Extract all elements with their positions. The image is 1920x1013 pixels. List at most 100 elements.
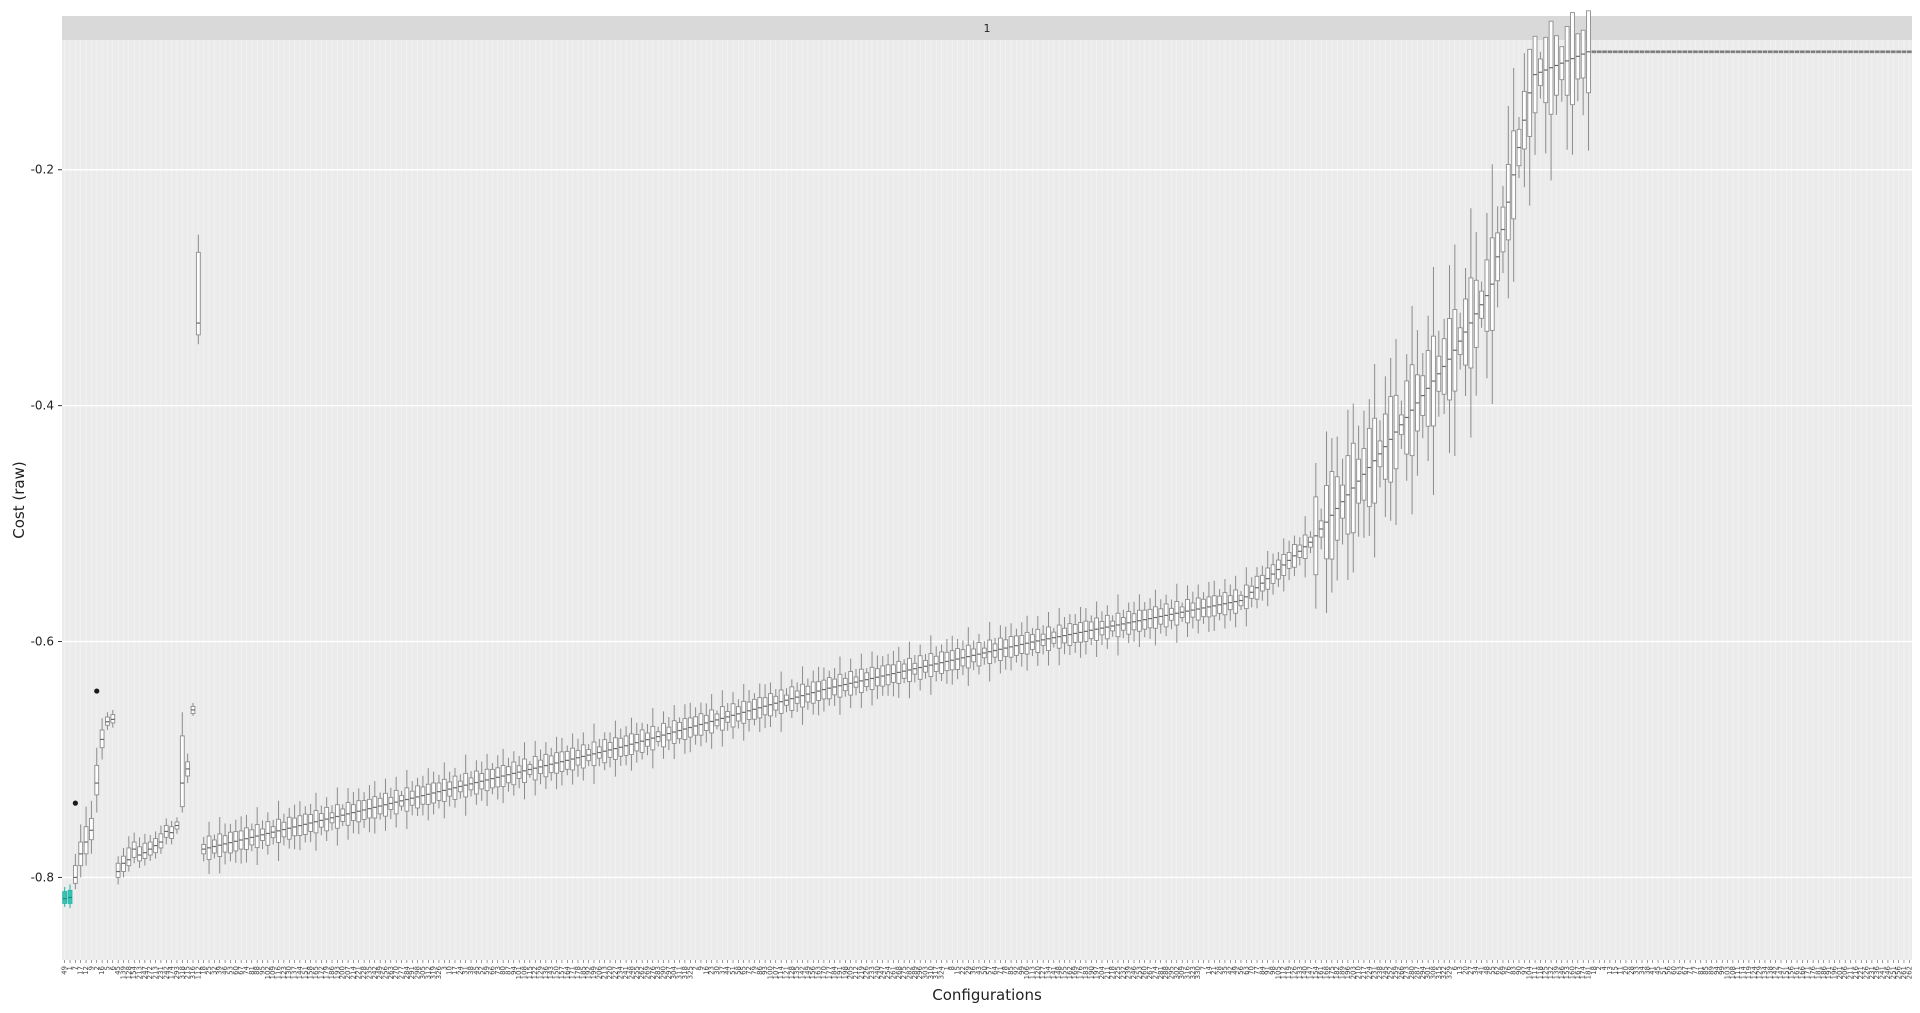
config-box — [655, 726, 661, 747]
config-box — [484, 753, 490, 807]
config-box — [1420, 352, 1426, 439]
config-box — [1062, 617, 1067, 655]
config-box — [564, 745, 570, 776]
x-tick-label: 38 — [1643, 966, 1651, 975]
x-tick-label: 76 — [1504, 965, 1512, 974]
x-tick-label: 83 — [1510, 966, 1518, 975]
x-tick-label: 80 — [499, 966, 507, 975]
x-tick-label: 99 — [1018, 966, 1026, 975]
x-tick-label: 168 — [1323, 966, 1331, 979]
config-box — [532, 740, 538, 796]
config-box — [1206, 581, 1212, 632]
config-box — [1324, 431, 1329, 613]
x-tick-label: 56 — [1665, 965, 1673, 974]
x-tick-label: 318 — [178, 966, 186, 979]
config-box — [645, 723, 650, 756]
config-box — [425, 768, 431, 821]
config-box — [1800, 50, 1805, 54]
x-tick-label: 232 — [1119, 966, 1127, 979]
config-box — [1489, 164, 1495, 405]
x-tick-label: 122 — [531, 966, 539, 979]
config-box — [361, 792, 367, 828]
config-box — [1746, 50, 1752, 54]
config-box — [1329, 438, 1335, 593]
config-box — [1452, 244, 1458, 457]
x-tick-label: 78 — [1002, 966, 1010, 975]
x-tick-label: 114 — [1740, 965, 1748, 979]
x-tick-label: 142 — [1772, 966, 1780, 979]
x-tick-label: 231 — [1371, 966, 1379, 979]
x-tick-label: 179 — [323, 966, 331, 979]
x-tick-label: 191 — [836, 966, 844, 979]
config-box — [388, 787, 394, 820]
config-box — [372, 781, 378, 834]
config-box — [201, 836, 207, 862]
x-tick-label: 33 — [1633, 966, 1641, 975]
config-box — [1035, 615, 1041, 666]
x-tick-label: 14 — [1205, 965, 1213, 974]
x-tick-label: 71 — [996, 966, 1004, 975]
config-box — [949, 635, 955, 685]
x-tick-label: 182 — [1333, 966, 1341, 979]
boxes — [62, 10, 1912, 909]
config-box — [67, 884, 73, 909]
config-box — [1190, 591, 1196, 629]
config-box — [527, 761, 533, 778]
x-tick-label: 262 — [638, 966, 646, 979]
config-box — [1735, 50, 1741, 54]
x-tick-label: 231 — [157, 966, 165, 979]
config-box — [794, 682, 800, 712]
x-tick-label: 174 — [1579, 965, 1587, 979]
config-box — [457, 774, 463, 799]
x-tick-label: 142 — [799, 966, 807, 979]
config-box — [987, 621, 993, 682]
x-tick-label: 206 — [1841, 965, 1849, 979]
config-box — [1399, 400, 1404, 449]
config-box — [292, 804, 297, 850]
config-box — [393, 776, 399, 828]
x-tick-label: 141 — [1050, 966, 1058, 979]
x-tick-label: 49 — [1232, 966, 1240, 975]
x-tick-label: 207 — [344, 966, 352, 979]
config-box — [917, 644, 923, 691]
config-box — [1655, 50, 1661, 54]
config-box — [121, 847, 126, 878]
config-box — [842, 672, 848, 697]
config-box — [1243, 567, 1249, 627]
x-tick-label: 45 — [114, 966, 122, 975]
config-box — [725, 703, 731, 731]
config-box — [1484, 212, 1490, 379]
x-tick-label: 109 — [269, 966, 277, 979]
config-box — [195, 234, 201, 345]
x-tick-label: 280 — [1408, 966, 1416, 979]
config-box — [1046, 611, 1051, 666]
x-tick-label: 5 — [103, 966, 111, 970]
config-box — [276, 800, 281, 861]
x-tick-label: 3 — [440, 966, 448, 970]
x-tick-label: 240 — [873, 966, 881, 979]
x-tick-label: 211 — [1847, 966, 1855, 979]
x-tick-label: 246 — [1130, 965, 1138, 979]
config-box — [1869, 50, 1875, 54]
box-iqr — [137, 846, 142, 862]
x-tick-label: 261 — [1900, 966, 1908, 979]
x-axis-title: Configurations — [932, 986, 1042, 1004]
y-axis: -0.8 -0.6 -0.4 -0.2 — [31, 163, 62, 884]
x-tick-label: 263 — [387, 966, 395, 979]
config-box — [1217, 589, 1222, 621]
x-tick-label: 262 — [1905, 966, 1913, 979]
y-tick-label: -0.6 — [31, 635, 54, 649]
config-box — [1318, 508, 1324, 550]
config-box — [1548, 20, 1554, 181]
config-box — [1083, 608, 1089, 655]
x-tick-label: 247 — [879, 966, 887, 979]
x-tick-label: 150 — [553, 966, 561, 979]
x-tick-label: 135 — [793, 966, 801, 979]
config-box — [228, 823, 233, 862]
config-box — [89, 800, 94, 854]
x-tick-label: 60 — [232, 966, 240, 975]
y-axis-title: Cost (raw) — [10, 461, 28, 538]
x-tick-label: 206 — [595, 965, 603, 979]
x-tick-label: 32 — [210, 966, 218, 975]
config-box — [613, 720, 618, 777]
